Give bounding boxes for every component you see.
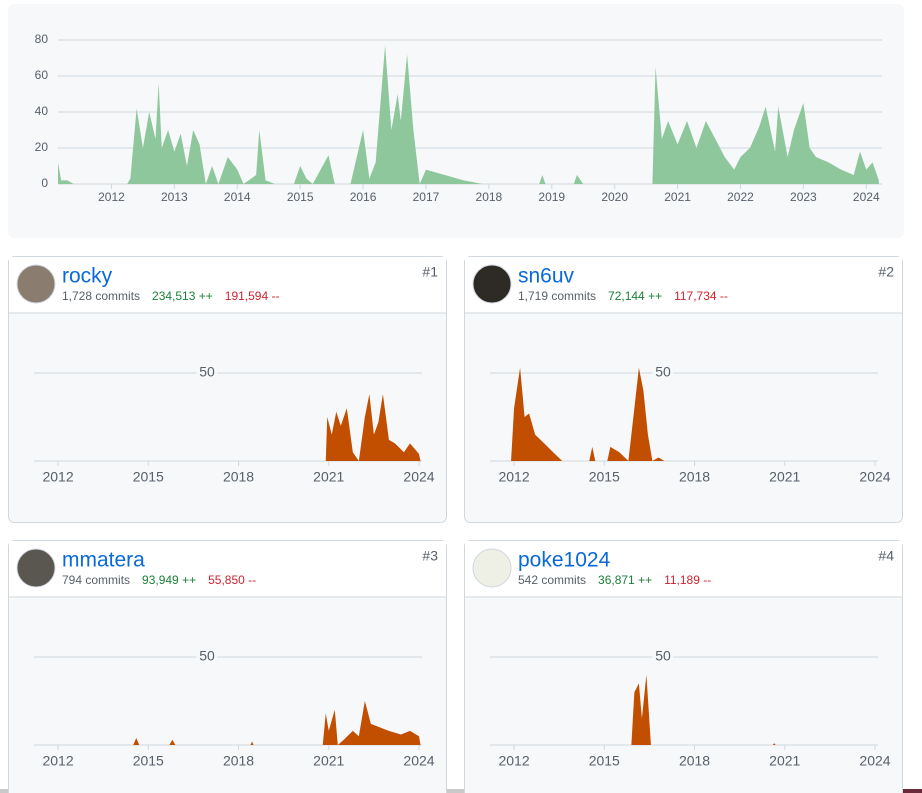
additions: 93,949 ++ xyxy=(142,573,196,587)
x-tick-label: 2024 xyxy=(403,753,434,769)
card-header xyxy=(9,257,446,313)
card xyxy=(8,540,447,793)
card-header xyxy=(465,257,902,313)
x-tick-label: 2020 xyxy=(601,190,628,204)
x-tick-label: 2015 xyxy=(133,469,164,485)
y-tick-label: 0 xyxy=(41,176,48,190)
x-tick-label: 2023 xyxy=(790,190,817,204)
contributor-name[interactable]: poke1024 xyxy=(518,549,611,572)
y-tick-label: 80 xyxy=(35,32,49,46)
avatar[interactable] xyxy=(472,548,512,588)
x-tick-label: 2024 xyxy=(403,469,434,485)
area xyxy=(325,394,421,461)
commit-count[interactable]: 1,719 commits xyxy=(518,289,596,303)
y-tick-label: 40 xyxy=(35,104,49,118)
x-tick-label: 2021 xyxy=(313,469,344,485)
avatar[interactable] xyxy=(472,264,512,304)
x-tick-label: 2012 xyxy=(42,753,73,769)
commit-count[interactable]: 1,728 commits xyxy=(62,289,140,303)
x-tick-label: 2015 xyxy=(589,469,620,485)
additions: 234,513 ++ xyxy=(152,289,213,303)
deletions: 191,594 -- xyxy=(225,289,280,303)
x-tick-label: 2024 xyxy=(859,469,890,485)
x-tick-label: 2012 xyxy=(498,469,529,485)
x-tick-label: 2016 xyxy=(350,190,377,204)
x-tick-label: 2015 xyxy=(287,190,314,204)
area xyxy=(511,367,665,461)
x-tick-label: 2014 xyxy=(224,190,251,204)
deletions: 55,850 -- xyxy=(208,573,256,587)
deletions: 11,189 -- xyxy=(664,573,711,587)
x-tick-label: 2019 xyxy=(538,190,565,204)
contributor-name[interactable]: mmatera xyxy=(62,549,145,572)
y-tick-label: 20 xyxy=(35,140,49,154)
overview-panel xyxy=(8,4,904,238)
x-tick-label: 2018 xyxy=(679,753,710,769)
x-tick-label: 2012 xyxy=(498,753,529,769)
area xyxy=(631,674,776,745)
area xyxy=(133,701,421,745)
x-tick-label: 2024 xyxy=(859,753,890,769)
card xyxy=(464,256,903,523)
card-header xyxy=(465,541,902,597)
commit-count[interactable]: 542 commits xyxy=(518,573,586,587)
contributor-name[interactable]: rocky xyxy=(62,265,113,288)
x-tick-label: 2018 xyxy=(476,190,503,204)
x-tick-label: 2017 xyxy=(413,190,440,204)
x-tick-label: 2021 xyxy=(664,190,691,204)
rank: #1 xyxy=(422,264,438,280)
area xyxy=(58,45,879,185)
x-tick-label: 2018 xyxy=(223,469,254,485)
additions: 36,871 ++ xyxy=(598,573,652,587)
rank: #4 xyxy=(878,548,894,564)
y-tick-label: 50 xyxy=(655,364,671,380)
x-tick-label: 2022 xyxy=(727,190,754,204)
x-tick-label: 2012 xyxy=(98,190,125,204)
x-tick-label: 2021 xyxy=(769,753,800,769)
commit-count[interactable]: 794 commits xyxy=(62,573,130,587)
avatar[interactable] xyxy=(16,548,56,588)
x-tick-label: 2021 xyxy=(769,469,800,485)
x-tick-label: 2018 xyxy=(223,753,254,769)
x-tick-label: 2012 xyxy=(42,469,73,485)
x-tick-label: 2013 xyxy=(161,190,188,204)
card xyxy=(464,540,903,793)
y-tick-label: 50 xyxy=(199,648,215,664)
x-tick-label: 2015 xyxy=(589,753,620,769)
y-tick-label: 50 xyxy=(655,648,671,664)
avatar[interactable] xyxy=(16,264,56,304)
contributor-name[interactable]: sn6uv xyxy=(518,265,575,288)
additions: 72,144 ++ xyxy=(608,289,662,303)
x-tick-label: 2021 xyxy=(313,753,344,769)
deletions: 117,734 -- xyxy=(674,289,728,303)
x-tick-label: 2024 xyxy=(853,190,880,204)
y-tick-label: 50 xyxy=(199,364,215,380)
rank: #3 xyxy=(422,548,438,564)
x-tick-label: 2018 xyxy=(679,469,710,485)
y-tick-label: 60 xyxy=(35,68,49,82)
rank: #2 xyxy=(878,264,894,280)
card-header xyxy=(9,541,446,597)
x-tick-label: 2015 xyxy=(133,753,164,769)
